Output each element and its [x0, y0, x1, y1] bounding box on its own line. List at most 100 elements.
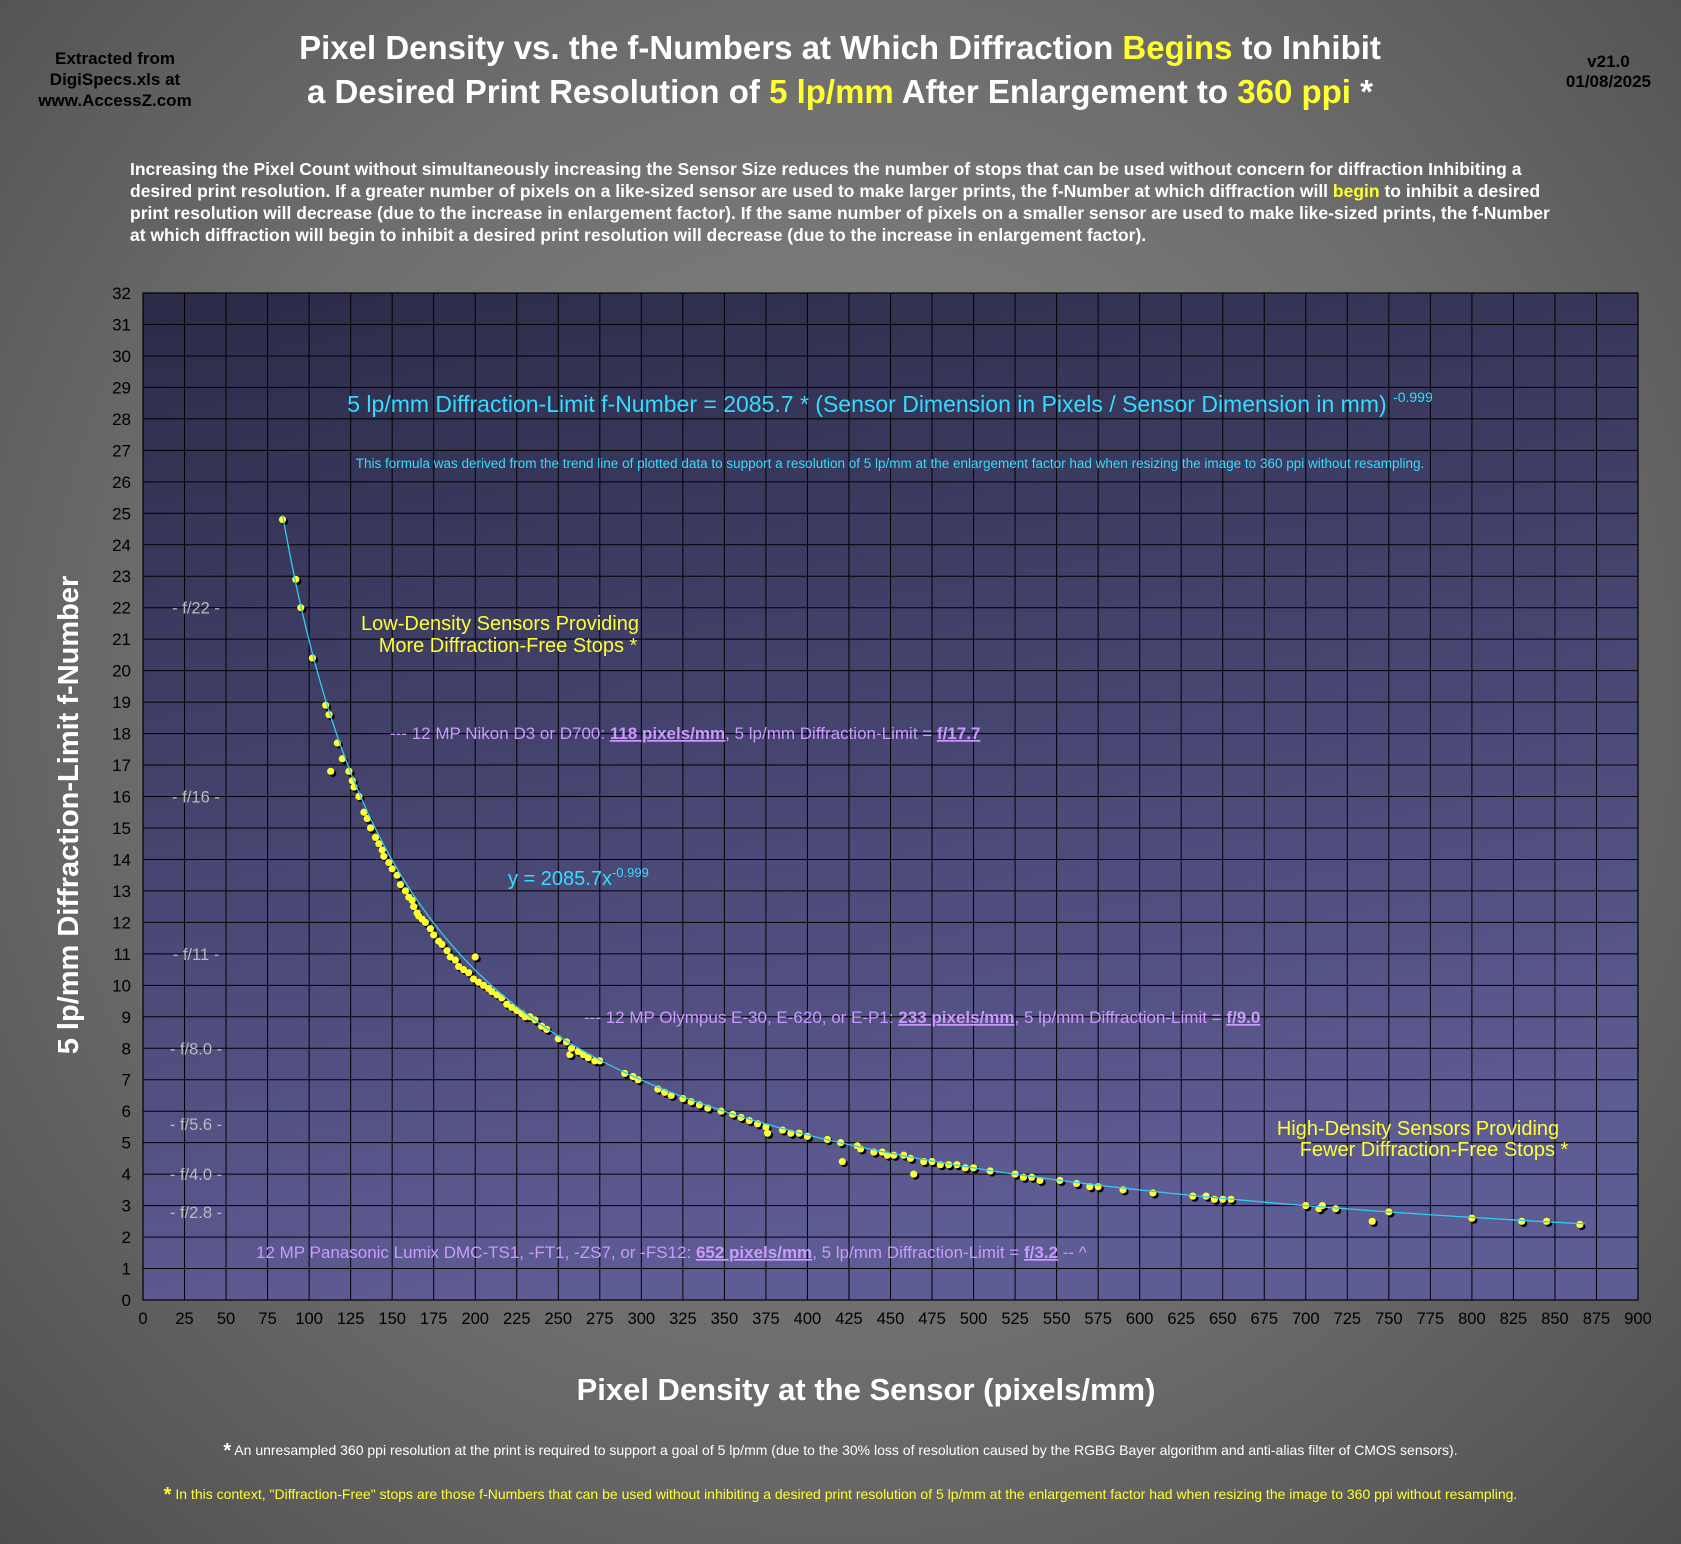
data-point [360, 808, 368, 816]
low-density-annotation: Low-Density Sensors Providing [361, 613, 639, 635]
data-point [451, 956, 459, 964]
fstop-label: - f/2.8 - [170, 1204, 222, 1222]
data-point [393, 871, 401, 879]
page-title: Pixel Density vs. the f-Numbers at Which… [230, 26, 1450, 114]
x-tick-label: 50 [217, 1310, 235, 1328]
y-tick-label: 24 [112, 536, 131, 555]
y-tick-label: 10 [112, 976, 131, 995]
x-tick-label: 550 [1043, 1310, 1071, 1328]
source-line-1: Extracted from [55, 49, 175, 68]
data-point [410, 903, 418, 911]
y-tick-label: 21 [112, 630, 131, 649]
formula-note: This formula was derived from the trend … [356, 456, 1425, 471]
formula-exponent: -0.999 [1393, 389, 1433, 405]
low-density-annotation: More Diffraction-Free Stops * [379, 635, 638, 657]
data-point [327, 767, 335, 775]
y-tick-label: 9 [122, 1008, 131, 1027]
plot-border [142, 292, 1639, 1301]
fstop-markers: - f/22 - - f/16 - - f/11 - - f/8.0 - - f/5.6… [170, 600, 222, 1222]
y-tick-label: 18 [112, 725, 131, 744]
x-tick-label: 200 [461, 1310, 489, 1328]
x-tick-label: 875 [1583, 1310, 1611, 1328]
title-highlight: 360 ppi [1237, 73, 1351, 110]
footnote-1: * An unresampled 360 ppi resolution at t… [0, 1440, 1681, 1463]
data-point [471, 953, 479, 961]
data-point [378, 846, 386, 854]
data-point [1028, 1173, 1036, 1181]
x-tick-labels: 0 25 50 75 100 125 150 175 200 225 250 275 300 325 350… [138, 1310, 1651, 1328]
data-point [380, 852, 388, 860]
nikon-annotation: --- 12 MP Nikon D3 or D700: 118 pixels/m… [390, 724, 980, 743]
data-points [278, 515, 1586, 1231]
x-tick-label: 450 [877, 1310, 905, 1328]
y-tick-label: 17 [112, 756, 131, 775]
formula-label: 5 lp/mm Diffraction-Limit f-Number = 208… [347, 389, 1433, 417]
y-tick-label: 27 [112, 441, 131, 460]
high-density-annotation: Fewer Diffraction-Free Stops * [1300, 1139, 1569, 1161]
x-tick-label: 650 [1209, 1310, 1237, 1328]
x-tick-label: 150 [378, 1310, 406, 1328]
source-line-2: DigiSpecs.xls at [49, 70, 181, 89]
y-tick-label: 2 [122, 1228, 131, 1247]
scatter-chart: 0123456789101112131415161718192021222324… [53, 284, 1652, 1407]
x-tick-label: 425 [835, 1310, 863, 1328]
panasonic-annotation: 12 MP Panasonic Lumix DMC-TS1, -FT1, -ZS… [256, 1243, 1087, 1262]
data-point [438, 940, 446, 949]
date-label: 01/08/2025 [1565, 72, 1651, 91]
footnote-star: * [163, 1484, 172, 1506]
data-point [945, 1161, 953, 1169]
trend-equation-exponent: -0.999 [612, 865, 649, 880]
data-point [1368, 1217, 1376, 1225]
data-point [366, 824, 375, 832]
x-tick-label: 900 [1624, 1310, 1652, 1328]
source-line-3: www.AccessZ.com [38, 91, 192, 110]
x-tick-label: 800 [1458, 1310, 1486, 1328]
title-line-1: Pixel Density vs. the f-Numbers at Which… [230, 26, 1450, 70]
y-tick-label: 28 [112, 410, 131, 429]
title-text: Pixel Density vs. the f-Numbers at Which… [299, 29, 1123, 66]
annotation-density: 118 pixels/mm [610, 724, 725, 743]
data-point [1576, 1220, 1584, 1229]
x-axis-title: Pixel Density at the Sensor (pixels/mm) [577, 1372, 1156, 1407]
footnote-text: An unresampled 360 ppi resolution at the… [231, 1442, 1458, 1458]
y-tick-label: 1 [122, 1260, 131, 1279]
data-point [408, 896, 416, 904]
y-tick-label: 22 [112, 599, 131, 618]
x-tick-label: 600 [1126, 1310, 1154, 1328]
title-highlight: 5 lp/mm [769, 73, 894, 110]
annotation-text: --- 12 MP Olympus E-30, E-620, or E-P1: [584, 1008, 898, 1027]
title-text: After Enlargement to [893, 73, 1238, 110]
y-tick-label: 13 [112, 882, 131, 901]
data-point [567, 1044, 576, 1052]
x-tick-label: 575 [1084, 1310, 1112, 1328]
data-point [375, 840, 383, 848]
annotation-text: --- 12 MP Nikon D3 or D700: [390, 724, 610, 743]
y-axis-title: 5 lp/mm Diffraction-Limit f-Number [53, 576, 85, 1055]
x-tick-label: 75 [258, 1310, 276, 1328]
x-tick-label: 225 [503, 1310, 531, 1328]
data-point [278, 515, 287, 524]
data-point [443, 947, 451, 955]
y-tick-label: 11 [113, 945, 131, 964]
y-tick-label: 8 [122, 1039, 131, 1058]
y-tick-label: 12 [112, 913, 131, 932]
x-tick-label: 850 [1541, 1310, 1569, 1328]
x-tick-label: 0 [138, 1310, 147, 1328]
data-point [910, 1170, 918, 1178]
version-label: v21.0 [1587, 52, 1630, 71]
fstop-label: - f/8.0 - [170, 1040, 222, 1058]
x-tick-label: 500 [960, 1310, 988, 1328]
x-tick-label: 100 [295, 1310, 323, 1328]
fstop-label: - f/5.6 - [170, 1116, 222, 1134]
footnote-2: * In this context, "Diffraction-Free" st… [0, 1484, 1681, 1507]
x-tick-label: 625 [1167, 1310, 1195, 1328]
x-tick-label: 750 [1375, 1310, 1403, 1328]
x-tick-label: 675 [1250, 1310, 1278, 1328]
data-point [1332, 1205, 1340, 1213]
x-tick-label: 350 [711, 1310, 739, 1328]
y-tick-label: 30 [112, 347, 131, 366]
y-tick-label: 5 [122, 1134, 131, 1153]
data-point [763, 1129, 772, 1137]
grid-lines [142, 292, 1639, 1301]
data-point [388, 865, 396, 873]
